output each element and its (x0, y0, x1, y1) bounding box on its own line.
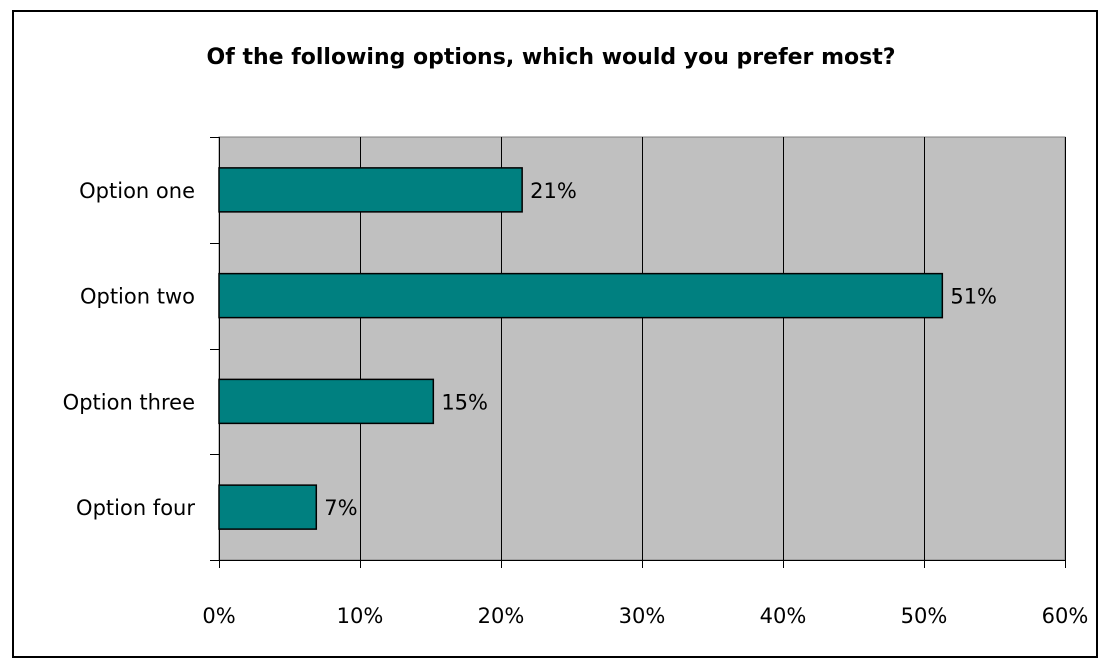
bar (218, 167, 523, 213)
bars (218, 167, 944, 530)
category-label: Option two (80, 285, 195, 309)
labels: 0% 10% 20% 30% 40% 50% 60% Option one 21% Option … (63, 179, 1089, 628)
data-label: 51% (950, 285, 997, 309)
category-label: Option four (76, 496, 195, 520)
bar (218, 272, 944, 319)
x-tick-label: 10% (337, 604, 384, 628)
x-tick-label: 30% (619, 604, 666, 628)
x-tick-label: 20% (478, 604, 525, 628)
bar (218, 378, 435, 425)
chart-title: Of the following options, which would yo… (206, 45, 896, 70)
data-label: 15% (441, 390, 488, 414)
x-tick-label: 40% (760, 604, 807, 628)
x-tick-label: 50% (901, 604, 948, 628)
bar (218, 484, 318, 530)
category-label: Option one (79, 179, 195, 203)
x-tick-label: 60% (1042, 604, 1089, 628)
data-label: 21% (530, 179, 577, 203)
data-label: 7% (324, 496, 357, 520)
x-tick-label: 0% (202, 604, 235, 628)
category-label: Option three (63, 390, 195, 414)
